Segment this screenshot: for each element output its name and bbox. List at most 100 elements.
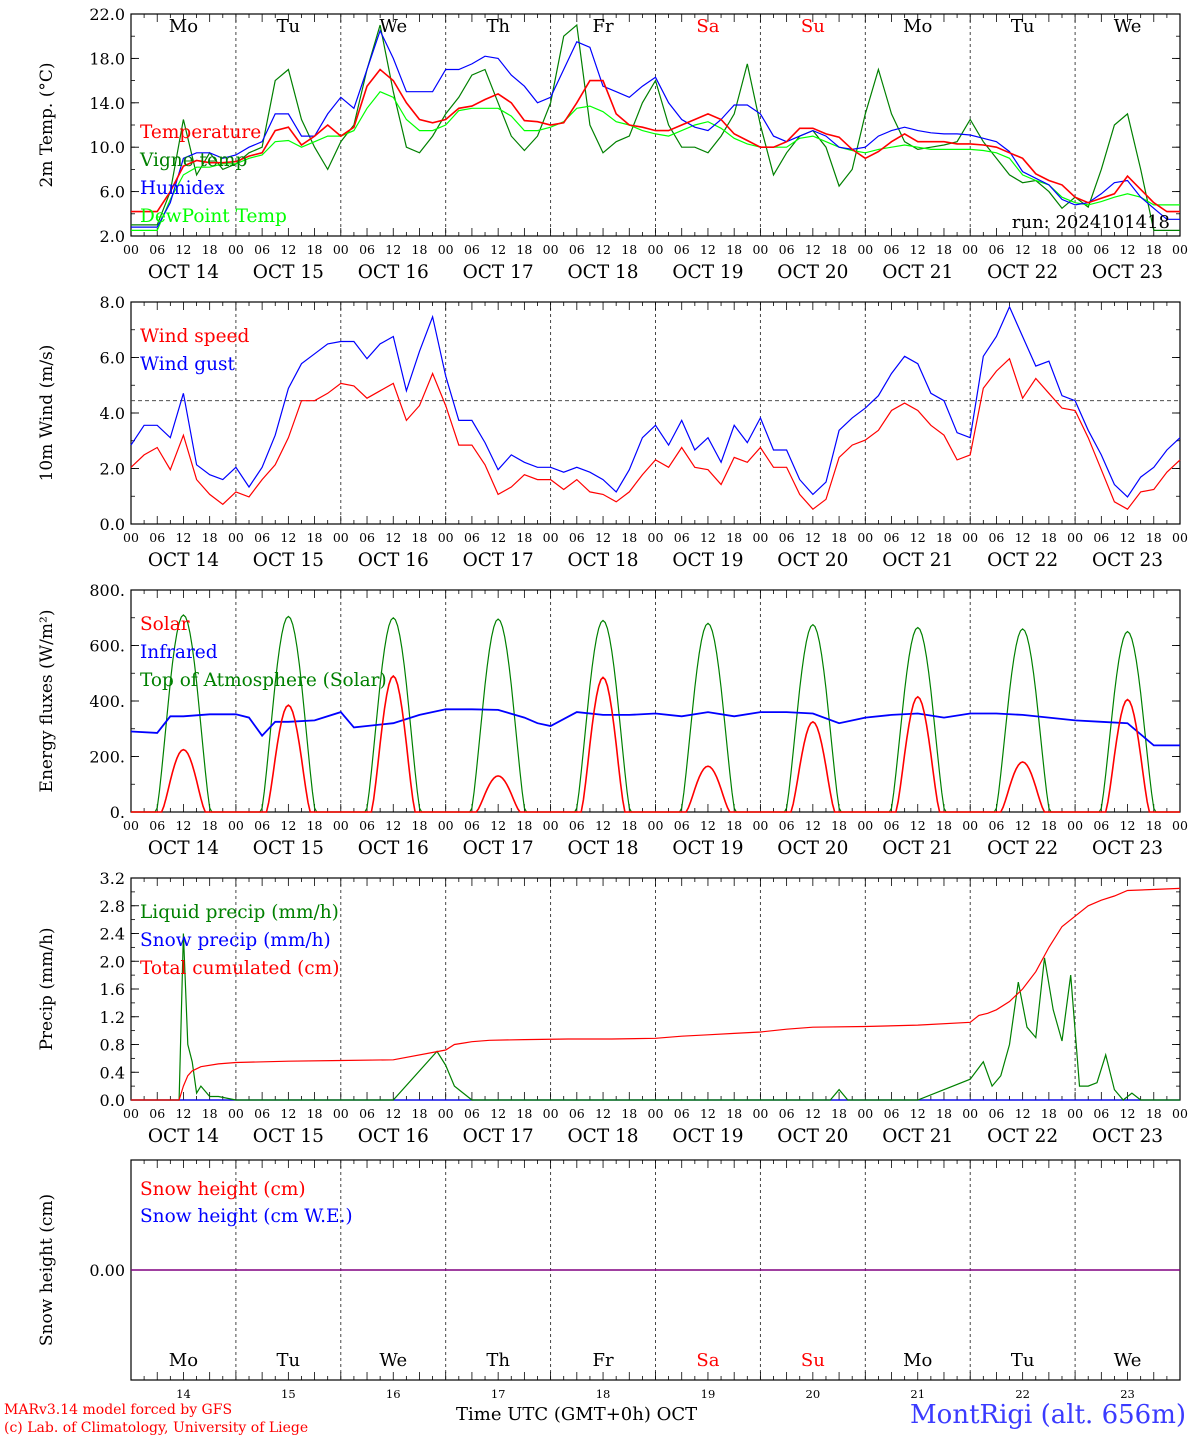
day-name-label: Mo bbox=[169, 16, 198, 37]
date-label: OCT 14 bbox=[148, 262, 219, 283]
hour-tick-label: 00 bbox=[228, 530, 244, 545]
hour-tick-label: 00 bbox=[543, 530, 559, 545]
hour-tick-label: 06 bbox=[359, 530, 375, 545]
legend-entry: Humidex bbox=[140, 178, 225, 199]
y-tick-label: 2.0 bbox=[100, 227, 125, 246]
day-name-label: Mo bbox=[903, 16, 932, 37]
hour-tick-label: 06 bbox=[464, 242, 480, 257]
hour-tick-label: 12 bbox=[910, 242, 926, 257]
date-label: OCT 18 bbox=[568, 1126, 639, 1147]
date-label: OCT 19 bbox=[672, 550, 743, 571]
hour-tick-label: 06 bbox=[884, 1106, 900, 1121]
run-label: run: 2024101418 bbox=[1012, 212, 1170, 233]
hour-tick-label: 06 bbox=[149, 1106, 165, 1121]
y-tick-label: 400. bbox=[89, 692, 125, 711]
hour-tick-label: 06 bbox=[779, 530, 795, 545]
hour-tick-label: 12 bbox=[280, 818, 296, 833]
date-label: OCT 19 bbox=[672, 1126, 743, 1147]
day-name-label: Tu bbox=[1011, 1350, 1035, 1371]
day-number-label: 15 bbox=[281, 1387, 296, 1401]
date-label: OCT 21 bbox=[882, 1126, 953, 1147]
y-axis-label: Snow height (cm) bbox=[37, 1194, 57, 1346]
hour-tick-label: 12 bbox=[1120, 242, 1136, 257]
hour-tick-label: 06 bbox=[254, 818, 270, 833]
hour-tick-label: 06 bbox=[1093, 1106, 1109, 1121]
hour-tick-label: 12 bbox=[385, 1106, 401, 1121]
hour-tick-label: 12 bbox=[595, 242, 611, 257]
legend-entry: Liquid precip (mm/h) bbox=[140, 902, 339, 923]
day-number-label: 21 bbox=[910, 1387, 925, 1401]
day-name-label: Tu bbox=[277, 1350, 301, 1371]
y-tick-label: 0.8 bbox=[100, 1036, 125, 1055]
hour-tick-label: 18 bbox=[516, 530, 532, 545]
date-label: OCT 22 bbox=[987, 838, 1058, 859]
hour-tick-label: 18 bbox=[412, 242, 428, 257]
hour-tick-label: 06 bbox=[569, 818, 585, 833]
hour-tick-label: 12 bbox=[280, 1106, 296, 1121]
hour-tick-label: 00 bbox=[123, 530, 139, 545]
hour-tick-label: 12 bbox=[1015, 530, 1031, 545]
hour-tick-label: 18 bbox=[412, 530, 428, 545]
y-tick-label: 6.0 bbox=[100, 183, 125, 202]
hour-tick-label: 18 bbox=[307, 530, 323, 545]
y-tick-label: 2.8 bbox=[100, 897, 125, 916]
hour-tick-label: 00 bbox=[333, 1106, 349, 1121]
day-name-label: We bbox=[379, 1350, 407, 1371]
hour-tick-label: 12 bbox=[1120, 818, 1136, 833]
date-label: OCT 23 bbox=[1092, 262, 1163, 283]
date-label: OCT 21 bbox=[882, 550, 953, 571]
hour-tick-label: 18 bbox=[516, 1106, 532, 1121]
day-name-label: We bbox=[1114, 16, 1142, 37]
legend-entry: Wind gust bbox=[140, 354, 235, 375]
hour-tick-label: 00 bbox=[857, 818, 873, 833]
credit-line-2: (c) Lab. of Climatology, University of L… bbox=[4, 1420, 309, 1436]
hour-tick-label: 12 bbox=[175, 818, 191, 833]
hour-tick-label: 00 bbox=[648, 242, 664, 257]
hour-tick-label: 18 bbox=[726, 818, 742, 833]
hour-tick-label: 00 bbox=[438, 530, 454, 545]
hour-tick-label: 06 bbox=[779, 818, 795, 833]
hour-tick-label: 00 bbox=[1067, 1106, 1083, 1121]
hour-tick-label: 06 bbox=[988, 1106, 1004, 1121]
hour-tick-label: 18 bbox=[726, 530, 742, 545]
date-label: OCT 18 bbox=[568, 550, 639, 571]
legend-entry: Total cumulated (cm) bbox=[140, 958, 339, 979]
y-tick-label: 0.0 bbox=[100, 515, 125, 534]
hour-tick-label: 12 bbox=[1120, 530, 1136, 545]
hour-tick-label: 18 bbox=[621, 530, 637, 545]
hour-tick-label: 00 bbox=[228, 818, 244, 833]
hour-tick-label: 00 bbox=[1172, 818, 1188, 833]
series-line bbox=[131, 68, 1180, 213]
hour-tick-label: 00 bbox=[228, 1106, 244, 1121]
hour-tick-label: 12 bbox=[805, 530, 821, 545]
hour-tick-label: 00 bbox=[1172, 1106, 1188, 1121]
hour-tick-label: 12 bbox=[175, 530, 191, 545]
y-axis-label: Energy fluxes (W/m²) bbox=[37, 610, 57, 793]
hour-tick-label: 00 bbox=[333, 242, 349, 257]
hour-tick-label: 12 bbox=[385, 530, 401, 545]
hour-tick-label: 00 bbox=[1172, 242, 1188, 257]
y-tick-label: 10.0 bbox=[89, 138, 125, 157]
hour-tick-label: 00 bbox=[857, 1106, 873, 1121]
date-label: OCT 18 bbox=[568, 262, 639, 283]
day-number-label: 17 bbox=[491, 1387, 506, 1401]
hour-tick-label: 06 bbox=[569, 1106, 585, 1121]
day-name-label: Fr bbox=[593, 16, 614, 37]
date-label: OCT 14 bbox=[148, 1126, 219, 1147]
hour-tick-label: 06 bbox=[359, 242, 375, 257]
date-label: OCT 20 bbox=[777, 262, 848, 283]
hour-tick-label: 12 bbox=[280, 530, 296, 545]
hour-tick-label: 18 bbox=[1146, 1106, 1162, 1121]
y-tick-label: 2.4 bbox=[100, 925, 125, 944]
hour-tick-label: 18 bbox=[307, 242, 323, 257]
hour-tick-label: 06 bbox=[1093, 530, 1109, 545]
hour-tick-label: 12 bbox=[805, 242, 821, 257]
y-tick-label: 4.0 bbox=[100, 404, 125, 423]
hour-tick-label: 00 bbox=[123, 1106, 139, 1121]
date-label: OCT 21 bbox=[882, 838, 953, 859]
y-axis-label: Precip (mm/h) bbox=[37, 927, 57, 1050]
hour-tick-label: 06 bbox=[674, 818, 690, 833]
day-number-label: 14 bbox=[176, 1387, 191, 1401]
hour-tick-label: 06 bbox=[464, 818, 480, 833]
